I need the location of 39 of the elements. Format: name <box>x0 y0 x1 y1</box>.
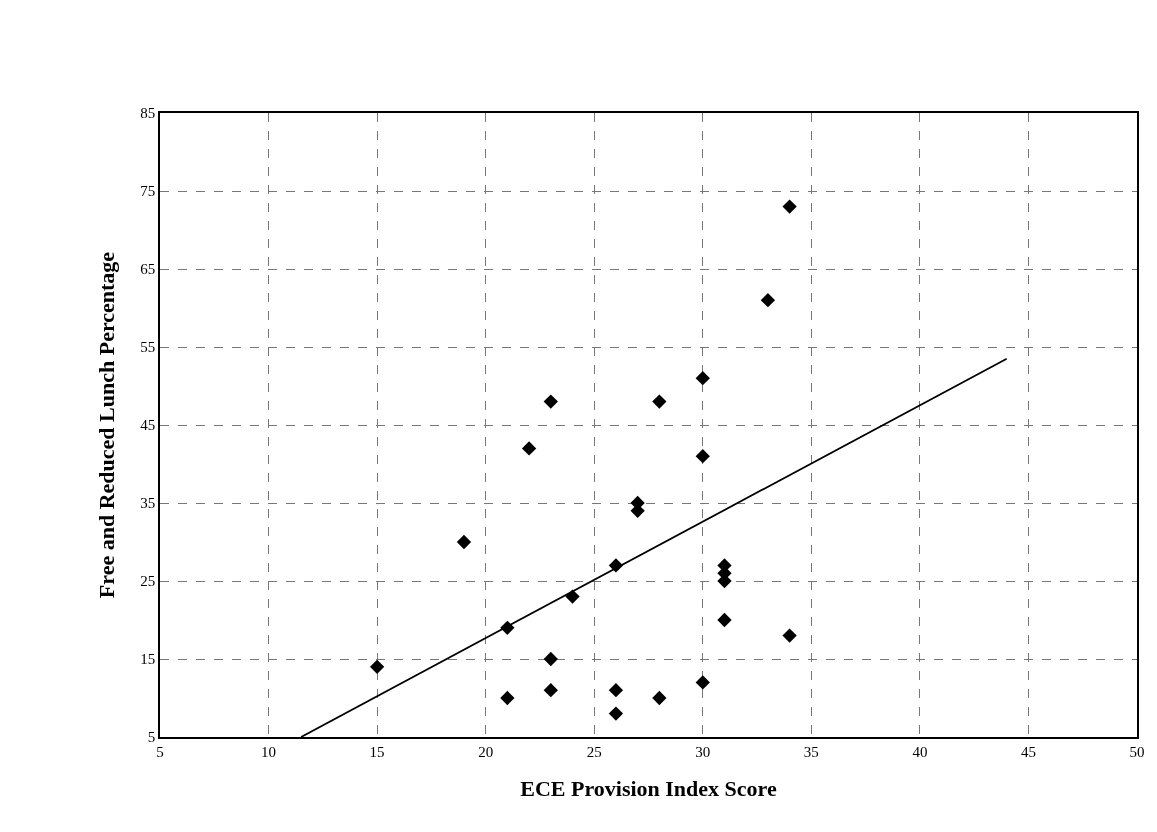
point <box>369 659 385 674</box>
y-tick-label: 25 <box>140 573 156 590</box>
y-tick-label: 45 <box>140 417 156 434</box>
point <box>500 690 515 706</box>
point <box>608 683 624 698</box>
point <box>565 589 580 604</box>
point <box>760 293 776 308</box>
y-tick-label: 15 <box>140 651 156 668</box>
point <box>652 690 667 706</box>
y-tick-label: 75 <box>140 183 156 200</box>
x-tick-label: 15 <box>369 743 385 760</box>
point <box>543 651 558 667</box>
point <box>695 449 710 464</box>
point <box>543 394 558 409</box>
point <box>456 534 472 550</box>
x-tick-label: 10 <box>261 743 277 760</box>
point <box>782 199 797 214</box>
x-tick-label: 35 <box>803 743 819 760</box>
x-tick-label: 45 <box>1020 743 1036 760</box>
x-axis-title: ECE Provision Index Score <box>520 776 777 802</box>
point <box>717 612 732 628</box>
x-tick-label: 25 <box>586 743 602 760</box>
x-tick-label: 20 <box>478 743 494 760</box>
x-tick-label: 40 <box>912 743 928 760</box>
y-tick-label: 5 <box>147 729 156 746</box>
y-tick-label: 85 <box>140 105 156 122</box>
y-tick-label: 55 <box>140 339 156 356</box>
point <box>695 675 710 690</box>
x-tick-label: 50 <box>1129 743 1145 760</box>
x-tick-label: 30 <box>695 743 711 760</box>
point <box>782 628 797 643</box>
point <box>543 683 558 698</box>
point <box>608 706 624 721</box>
point <box>521 441 537 456</box>
y-tick-label: 65 <box>140 261 156 278</box>
point <box>652 394 667 409</box>
point <box>695 371 710 386</box>
y-tick-label: 35 <box>140 495 156 512</box>
y-axis-title: Free and Reduced Lunch Percentage <box>93 251 119 599</box>
